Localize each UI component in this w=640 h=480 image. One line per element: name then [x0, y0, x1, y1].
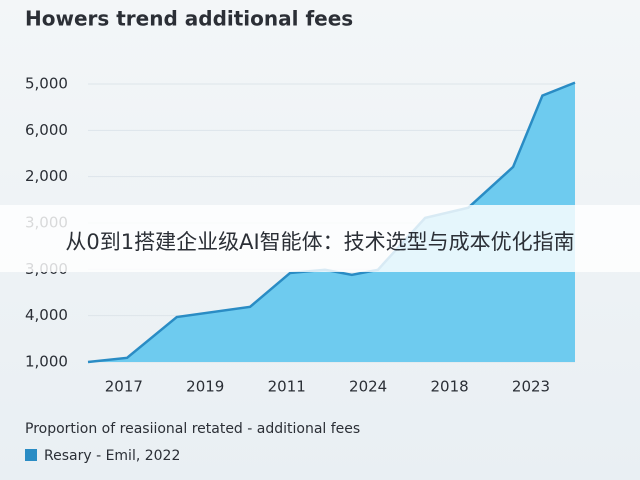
- y-tick-label: 1,000: [25, 353, 68, 371]
- line: [87, 81, 576, 364]
- legend-label: Resary - Emil, 2022: [44, 448, 180, 464]
- legend-swatch: [25, 449, 37, 461]
- chart-title: Howers trend additional fees: [25, 7, 353, 31]
- area: [88, 82, 575, 363]
- caption: Proportion of reasiional retated - addit…: [25, 421, 360, 437]
- x-tick-label: 2018: [430, 378, 468, 396]
- x-tick-label: 2024: [349, 378, 387, 396]
- y-tick-label: 2,000: [25, 167, 68, 185]
- banner: [0, 205, 640, 272]
- banner-text: 从0到1搭建企业级AI智能体：技术选型与成本优化指南: [65, 230, 574, 254]
- x-tick-label: 2023: [512, 378, 550, 396]
- x-tick-label: 2017: [105, 378, 143, 396]
- x-tick-label: 2019: [186, 378, 224, 396]
- y-tick-label: 6,000: [25, 121, 68, 139]
- x-tick-label: 2011: [268, 378, 306, 396]
- y-tick-label: 4,000: [25, 306, 68, 324]
- y-tick-label: 5,000: [25, 75, 68, 93]
